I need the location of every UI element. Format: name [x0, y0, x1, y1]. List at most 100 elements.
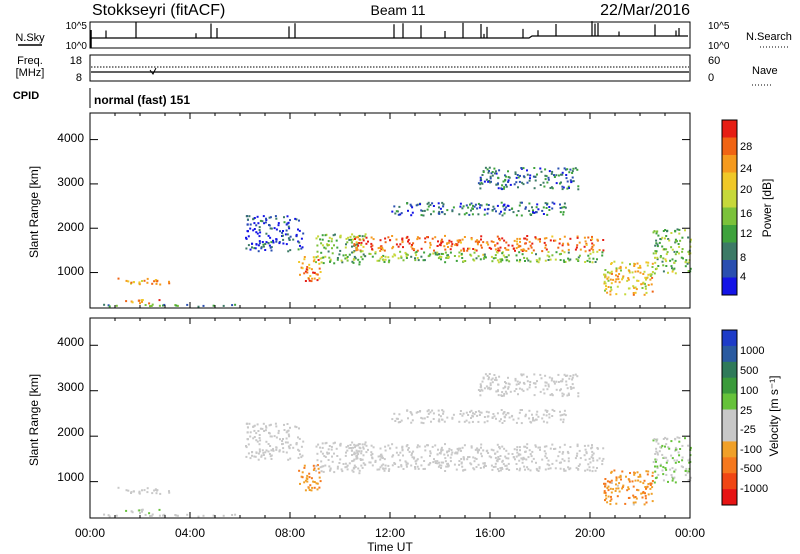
heatmap-cell — [546, 254, 549, 257]
heatmap-cell — [476, 241, 479, 244]
heatmap-cell — [448, 447, 451, 450]
heatmap-cell — [286, 233, 289, 236]
heatmap-cell — [420, 421, 423, 424]
heatmap-cell — [516, 174, 519, 176]
heatmap-cell — [497, 249, 499, 252]
heatmap-cell — [339, 249, 342, 252]
heatmap-cell — [350, 449, 353, 452]
heatmap-cell — [449, 460, 452, 463]
heatmap-cell — [125, 279, 128, 282]
heatmap-cell — [148, 512, 151, 515]
heatmap-cell — [186, 513, 189, 516]
heatmap-cell — [564, 168, 567, 171]
heatmap-cell — [609, 487, 612, 490]
heatmap-cell — [146, 487, 149, 490]
heatmap-cell — [546, 388, 549, 391]
heatmap-cell — [645, 277, 648, 280]
heatmap-cell — [397, 421, 400, 424]
heatmap-cell — [392, 454, 395, 457]
heatmap-cell — [481, 380, 484, 383]
heatmap-cell — [264, 457, 267, 460]
heatmap-cell — [526, 388, 529, 391]
heatmap-cell — [144, 304, 147, 306]
heatmap-cell — [460, 458, 463, 460]
heatmap-cell — [308, 279, 311, 282]
heatmap-cell — [411, 247, 414, 250]
heatmap-cell — [197, 515, 200, 518]
heatmap-cell — [566, 242, 569, 245]
heatmap-cell — [561, 395, 564, 398]
heatmap-cell — [151, 303, 154, 306]
heatmap-cell — [545, 414, 548, 417]
heatmap-cell — [328, 445, 331, 447]
heatmap-cell — [479, 467, 482, 469]
heatmap-cell — [297, 456, 300, 459]
heatmap-cell — [551, 170, 554, 173]
heatmap-cell — [267, 443, 270, 445]
heatmap-cell — [369, 253, 372, 255]
heatmap-cell — [391, 464, 394, 467]
heatmap-cell — [480, 204, 483, 207]
heatmap-cell — [601, 459, 604, 462]
heatmap-cell — [158, 508, 161, 511]
heatmap-cell — [505, 382, 507, 385]
heatmap-cell — [131, 301, 134, 304]
heatmap-cell — [450, 240, 453, 243]
heatmap-cell — [512, 247, 515, 250]
heatmap-cell — [397, 454, 400, 457]
heatmap-cell — [438, 253, 441, 256]
heatmap-cell — [533, 167, 536, 169]
heatmap-cell — [524, 468, 526, 471]
heatmap-cell — [526, 446, 529, 449]
heatmap-cell — [610, 282, 613, 285]
heatmap-cell — [681, 250, 684, 253]
heatmap-cell — [353, 452, 356, 455]
heatmap-cell — [423, 467, 426, 470]
heatmap-cell — [318, 267, 321, 270]
heatmap-cell — [565, 383, 568, 386]
heatmap-cell — [339, 442, 342, 445]
heatmap-cell — [301, 267, 304, 270]
heatmap-cell — [517, 210, 520, 212]
heatmap-cell — [654, 261, 657, 264]
heatmap-cell — [355, 444, 358, 447]
heatmap-cell — [494, 376, 497, 379]
heatmap-cell — [560, 173, 562, 176]
heatmap-cell — [544, 168, 547, 171]
heatmap-cell — [326, 451, 329, 454]
heatmap-cell — [655, 250, 658, 253]
heatmap-cell — [255, 231, 258, 234]
heatmap-cell — [644, 285, 647, 288]
heatmap-cell — [523, 256, 526, 259]
heatmap-cell — [404, 251, 407, 254]
heatmap-cell — [628, 480, 631, 483]
heatmap-cell — [357, 236, 359, 239]
heatmap-cell — [592, 459, 595, 462]
heatmap-cell — [407, 209, 409, 212]
heatmap-cell — [245, 215, 248, 218]
heatmap-cell — [327, 250, 330, 253]
heatmap-cell — [604, 499, 606, 502]
heatmap-cell — [607, 489, 610, 492]
heatmap-cell — [488, 376, 490, 379]
heatmap-cell — [686, 262, 689, 265]
heatmap-cell — [596, 467, 598, 469]
heatmap-cell — [442, 205, 445, 208]
heatmap-cell — [592, 251, 595, 254]
heatmap-cell — [334, 233, 336, 236]
heatmap-cell — [515, 455, 518, 458]
heatmap-cell — [315, 273, 318, 276]
heatmap-cell — [424, 449, 427, 452]
heatmap-cell — [639, 264, 642, 267]
heatmap-cell — [328, 465, 331, 468]
heatmap-cell — [551, 377, 554, 380]
heatmap-cell — [508, 176, 511, 179]
heatmap-cell — [251, 454, 253, 457]
heatmap-cell — [532, 418, 535, 421]
nsky-panel-frame — [89, 21, 691, 49]
heatmap-cell — [297, 248, 300, 251]
heatmap-cell — [574, 457, 577, 460]
heatmap-cell — [665, 265, 668, 267]
heatmap-cell — [461, 238, 464, 241]
heatmap-cell — [487, 411, 490, 414]
